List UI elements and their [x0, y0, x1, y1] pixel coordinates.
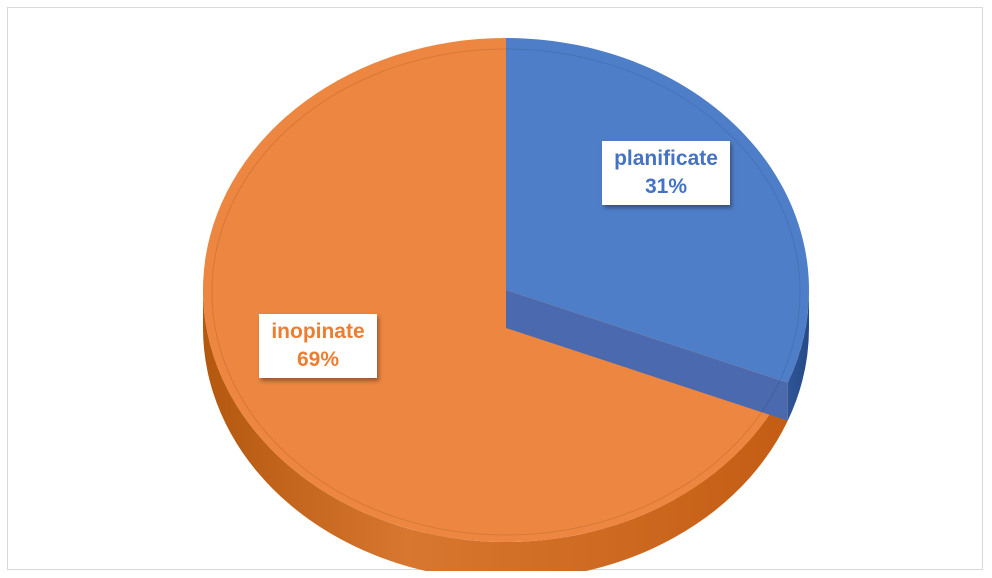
label-percent-planificate: 31%	[644, 175, 688, 198]
chart-area: planificate 31% inopinate 69%	[7, 7, 983, 571]
data-label-planificate: planificate 31%	[602, 141, 730, 205]
label-category-planificate: planificate	[614, 147, 718, 170]
slice-planificate	[506, 38, 809, 383]
label-percent-inopinate: 69%	[296, 348, 340, 371]
label-category-inopinate: inopinate	[271, 320, 365, 343]
pie-bevel-outline	[211, 48, 801, 536]
slice-cut-face-planificate	[506, 290, 788, 421]
pie-chart	[203, 38, 810, 571]
data-label-inopinate: inopinate 69%	[259, 314, 377, 378]
slice-side-planificate	[787, 290, 810, 421]
slice-inopinate	[203, 38, 788, 542]
